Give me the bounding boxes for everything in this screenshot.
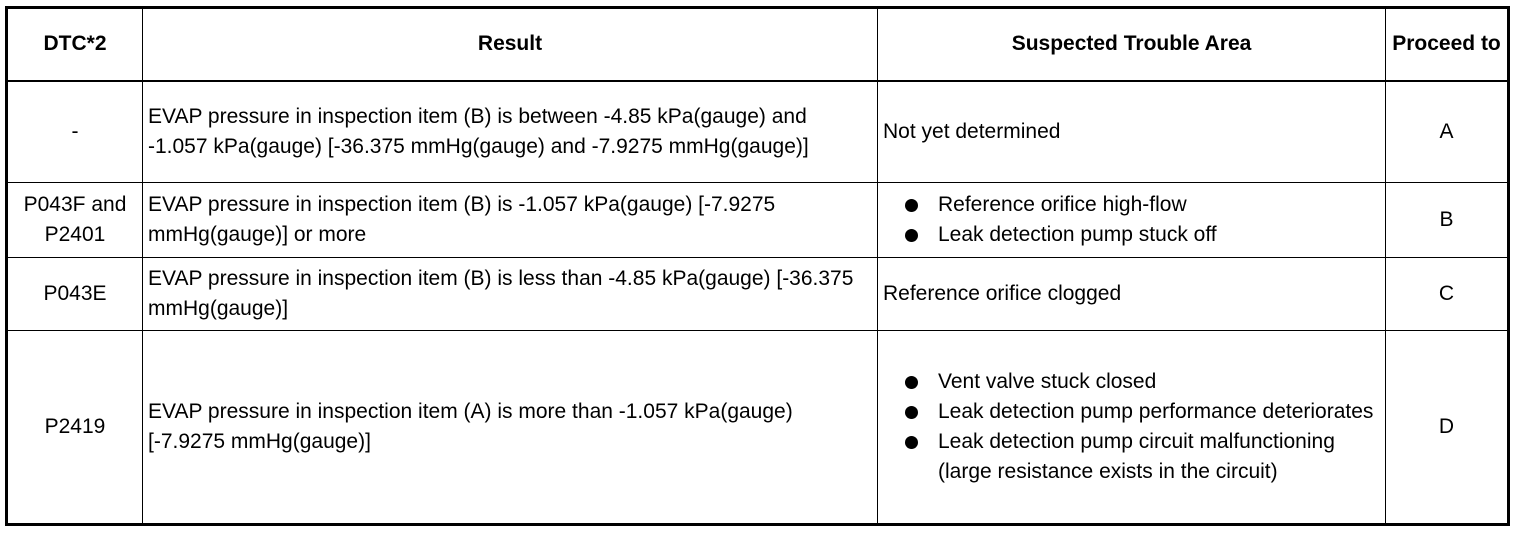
header-result: Result [142, 7, 878, 82]
result-cell: EVAP pressure in inspection item (B) is … [142, 257, 878, 331]
bullet-icon [905, 228, 918, 242]
proceed-cell: D [1385, 329, 1509, 526]
dtc-result-table: DTC*2 Result Suspected Trouble Area Proc… [5, 6, 1510, 526]
list-item: Vent valve stuck closed [883, 367, 1380, 397]
header-row: DTC*2 Result Suspected Trouble Area Proc… [6, 7, 1509, 82]
header-proceed-to: Proceed to [1385, 7, 1509, 82]
suspected-area-cell: Reference orifice clogged [877, 257, 1386, 331]
bullet-icon [905, 375, 918, 389]
table-row: - EVAP pressure in inspection item (B) i… [6, 80, 1509, 183]
table-row: P043F and P2401 EVAP pressure in inspect… [6, 181, 1509, 259]
list-item: Reference orifice high-flow [883, 190, 1380, 220]
table-row: P2419 EVAP pressure in inspection item (… [6, 329, 1509, 526]
suspected-area-cell: Not yet determined [877, 80, 1386, 183]
list-item-text: Reference orifice high-flow [938, 192, 1187, 216]
result-cell: EVAP pressure in inspection item (B) is … [142, 80, 878, 183]
list-item: Leak detection pump circuit malfunctioni… [883, 427, 1380, 487]
proceed-cell: A [1385, 80, 1509, 183]
suspected-area-list: Reference orifice high-flow Leak detecti… [883, 190, 1380, 250]
dtc-cell: P043E [6, 257, 143, 331]
table-row: P043E EVAP pressure in inspection item (… [6, 257, 1509, 331]
list-item-text: Vent valve stuck closed [938, 369, 1157, 393]
bullet-icon [905, 198, 918, 212]
dtc-cell: - [6, 80, 143, 183]
header-suspected-trouble-area: Suspected Trouble Area [877, 7, 1386, 82]
header-dtc: DTC*2 [6, 7, 143, 82]
list-item-text: Leak detection pump performance deterior… [938, 399, 1374, 423]
list-item: Leak detection pump stuck off [883, 220, 1380, 250]
list-item-text: Leak detection pump circuit malfunctioni… [938, 429, 1335, 483]
bullet-icon [905, 435, 918, 449]
result-cell: EVAP pressure in inspection item (A) is … [142, 329, 878, 526]
list-item-text: Leak detection pump stuck off [938, 222, 1217, 246]
list-item: Leak detection pump performance deterior… [883, 397, 1380, 427]
dtc-cell: P043F and P2401 [6, 181, 143, 259]
suspected-area-list: Vent valve stuck closed Leak detection p… [883, 367, 1380, 487]
proceed-cell: C [1385, 257, 1509, 331]
result-cell: EVAP pressure in inspection item (B) is … [142, 181, 878, 259]
bullet-icon [905, 405, 918, 419]
suspected-area-cell: Reference orifice high-flow Leak detecti… [877, 181, 1386, 259]
dtc-cell: P2419 [6, 329, 143, 526]
proceed-cell: B [1385, 181, 1509, 259]
suspected-area-cell: Vent valve stuck closed Leak detection p… [877, 329, 1386, 526]
